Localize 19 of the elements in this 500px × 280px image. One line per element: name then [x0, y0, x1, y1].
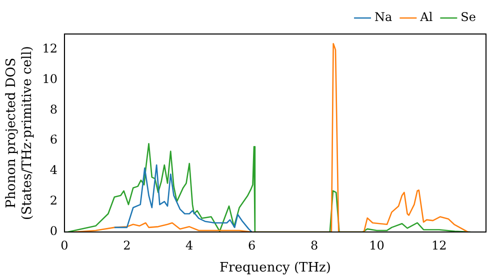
y-tick-label: 8 — [50, 102, 58, 116]
x-tick-label: 6 — [248, 238, 256, 252]
y-tick-label: 12 — [42, 41, 58, 56]
legend-label: Al — [419, 10, 433, 24]
x-tick-label: 8 — [310, 238, 318, 252]
x-axis-title: Frequency (THz) — [220, 260, 331, 276]
y-tick-label: 4 — [50, 163, 58, 178]
legend-label: Na — [374, 10, 392, 24]
y-tick-label: 6 — [50, 132, 58, 147]
y-axis-title: Phonon projected DOS (States/THz·primitive cell) — [4, 46, 35, 220]
y-tick-label: 2 — [50, 194, 58, 208]
x-tick-label: 4 — [186, 238, 194, 252]
y-tick-label: 0 — [50, 224, 58, 238]
x-tick-label: 10 — [369, 238, 384, 252]
x-tick-label: 2 — [123, 238, 131, 252]
x-tick-label: 12 — [432, 238, 447, 252]
x-tick-label: 0 — [60, 238, 68, 252]
legend-label: Se — [460, 10, 476, 24]
y-tick-label: 10 — [42, 72, 58, 86]
